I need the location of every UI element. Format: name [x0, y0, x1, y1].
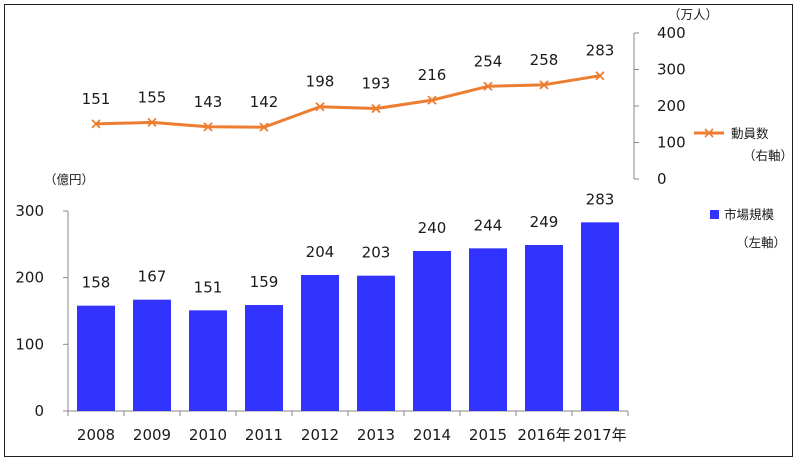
line-legend-axis-note: （右軸） [743, 148, 793, 163]
x-tick-label: 2016年 [517, 426, 570, 444]
line-point [259, 122, 269, 132]
bar-legend-label: 市場規模 [724, 207, 775, 222]
line-point [91, 119, 101, 129]
line-y-tick-label: 400 [657, 24, 686, 42]
line-point [427, 95, 437, 105]
line-data-label: 198 [306, 73, 335, 91]
bar-data-label: 249 [530, 213, 559, 231]
bar-data-label: 244 [474, 216, 503, 234]
line-point [147, 117, 157, 128]
bar-data-label: 167 [138, 268, 167, 286]
chart-frame [4, 4, 793, 457]
bar-axis-unit-label: （億円） [44, 172, 94, 187]
bar [413, 251, 451, 411]
bar-data-label: 151 [194, 278, 223, 296]
bar-y-tick-label: 300 [15, 202, 44, 220]
line-legend-marker [704, 128, 714, 138]
bar-data-label: 159 [250, 273, 279, 291]
bar-data-label: 240 [418, 219, 447, 237]
line-y-tick-label: 300 [657, 61, 686, 79]
line-y-tick-label: 100 [657, 134, 686, 152]
bar [357, 275, 395, 411]
x-tick-label: 2012 [301, 426, 339, 444]
line-y-tick-label: 0 [657, 170, 667, 188]
x-tick-label: 2013 [357, 426, 395, 444]
x-tick-label: 2015 [469, 426, 507, 444]
bar [525, 245, 563, 411]
line-data-label: 142 [250, 93, 279, 111]
x-tick-label: 2008 [77, 426, 115, 444]
bar-data-label: 204 [306, 243, 335, 261]
line-point [315, 102, 325, 112]
line-point [483, 81, 493, 91]
line-point [203, 122, 213, 132]
x-tick-label: 2009 [133, 426, 171, 444]
bar-data-label: 203 [362, 244, 391, 262]
line-data-label: 193 [362, 75, 391, 93]
line-data-label: 258 [530, 51, 559, 69]
legend: 動員数 （右軸） 市場規模 （左軸） [694, 126, 793, 250]
bar-y-tick-label: 0 [34, 402, 44, 420]
line-data-label: 254 [474, 52, 503, 70]
x-tick-label: 2017年 [573, 426, 626, 444]
x-tick-label: 2011 [245, 426, 283, 444]
bar-legend-swatch [710, 210, 719, 219]
bar-y-tick-label: 200 [15, 269, 44, 287]
x-tick-label: 2010 [189, 426, 227, 444]
line-legend-label: 動員数 [731, 126, 769, 141]
bar [189, 310, 227, 411]
bar [581, 222, 619, 411]
bar-data-label: 158 [82, 274, 111, 292]
line-y-tick-label: 200 [657, 97, 686, 115]
bar-legend-axis-note: （左軸） [736, 235, 786, 250]
bar-chart: 0 100 200 300（億円） 158 2008 167 2009 151 2010 159 20… [15, 172, 629, 444]
line-point [539, 80, 549, 90]
line-point [371, 103, 381, 114]
line-data-label: 155 [138, 88, 167, 106]
line-chart: 0 100 200 300 400 （万人） 151 155 143 142 198 193 216 25… [82, 7, 718, 188]
bar [245, 305, 283, 411]
bar-y-tick-label: 100 [15, 335, 44, 353]
bar [77, 305, 115, 411]
bar [301, 275, 339, 411]
line-data-label: 143 [194, 93, 223, 111]
bar [133, 299, 171, 411]
line-data-label: 216 [418, 66, 447, 84]
line-axis-unit-label: （万人） [668, 7, 718, 22]
line-point [595, 71, 605, 81]
x-tick-label: 2014 [413, 426, 451, 444]
bar-data-label: 283 [586, 190, 615, 208]
line-data-label: 283 [586, 42, 615, 60]
line-data-label: 151 [82, 90, 111, 108]
bar [469, 248, 507, 411]
line-series [95, 74, 601, 129]
